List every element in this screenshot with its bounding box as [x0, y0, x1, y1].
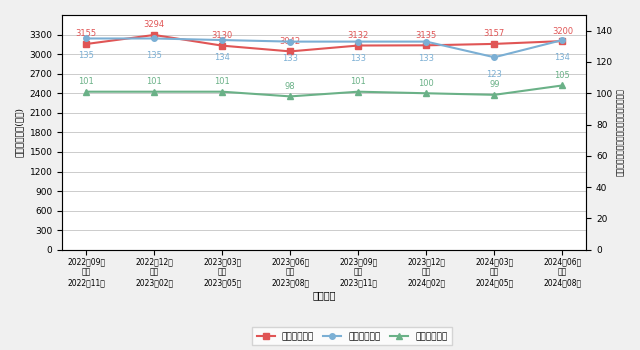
平均土地面積	[559, 38, 566, 42]
平均土地面積	[150, 36, 158, 41]
Text: 99: 99	[489, 80, 500, 89]
平均土地面積	[355, 40, 362, 44]
Line: 平均土地面積: 平均土地面積	[83, 36, 565, 60]
Text: 3132: 3132	[348, 31, 369, 40]
Text: 100: 100	[419, 79, 434, 88]
Text: 105: 105	[554, 71, 570, 80]
平均成約価格	[286, 49, 294, 54]
平均建物面積	[83, 90, 90, 94]
Text: 101: 101	[214, 77, 230, 86]
Text: 3157: 3157	[484, 29, 505, 38]
Legend: 平均成約価格, 平均土地面積, 平均建物面積: 平均成約価格, 平均土地面積, 平均建物面積	[252, 328, 452, 345]
Text: 134: 134	[214, 52, 230, 62]
Y-axis label: 平均専有面積（㎡）建物面積平均土地面積: 平均専有面積（㎡）建物面積平均土地面積	[616, 89, 625, 176]
平均建物面積	[286, 94, 294, 98]
Text: 98: 98	[285, 82, 296, 91]
平均建物面積	[218, 90, 226, 94]
Text: 101: 101	[147, 77, 162, 86]
平均土地面積	[83, 36, 90, 41]
Text: 133: 133	[419, 54, 435, 63]
Text: 3200: 3200	[552, 27, 573, 36]
Line: 平均成約価格: 平均成約価格	[83, 32, 565, 54]
Text: 3155: 3155	[76, 29, 97, 38]
平均土地面積	[422, 40, 430, 44]
平均成約価格	[422, 43, 430, 48]
平均成約価格	[83, 42, 90, 46]
Text: 3135: 3135	[416, 31, 437, 40]
X-axis label: 成約年月: 成約年月	[312, 290, 336, 300]
Text: 101: 101	[78, 77, 94, 86]
平均建物面積	[559, 83, 566, 88]
平均成約価格	[218, 43, 226, 48]
Text: 135: 135	[78, 51, 94, 60]
平均成約価格	[150, 33, 158, 37]
平均建物面積	[355, 90, 362, 94]
Text: 133: 133	[282, 54, 298, 63]
Text: 134: 134	[554, 52, 570, 62]
平均土地面積	[286, 40, 294, 44]
平均建物面積	[422, 91, 430, 95]
Line: 平均建物面積: 平均建物面積	[83, 83, 565, 99]
平均成約価格	[490, 42, 498, 46]
平均土地面積	[490, 55, 498, 60]
Text: 3294: 3294	[143, 20, 164, 29]
Text: 3130: 3130	[212, 31, 233, 40]
平均成約価格	[559, 39, 566, 43]
平均土地面積	[218, 38, 226, 42]
Text: 3042: 3042	[280, 37, 301, 46]
Text: 135: 135	[146, 51, 162, 60]
平均建物面積	[490, 93, 498, 97]
平均建物面積	[150, 90, 158, 94]
Text: 101: 101	[351, 77, 366, 86]
Y-axis label: 平均成約価格(万円): 平均成約価格(万円)	[15, 107, 24, 158]
平均成約価格	[355, 43, 362, 48]
Text: 123: 123	[486, 70, 502, 79]
Text: 133: 133	[350, 54, 366, 63]
